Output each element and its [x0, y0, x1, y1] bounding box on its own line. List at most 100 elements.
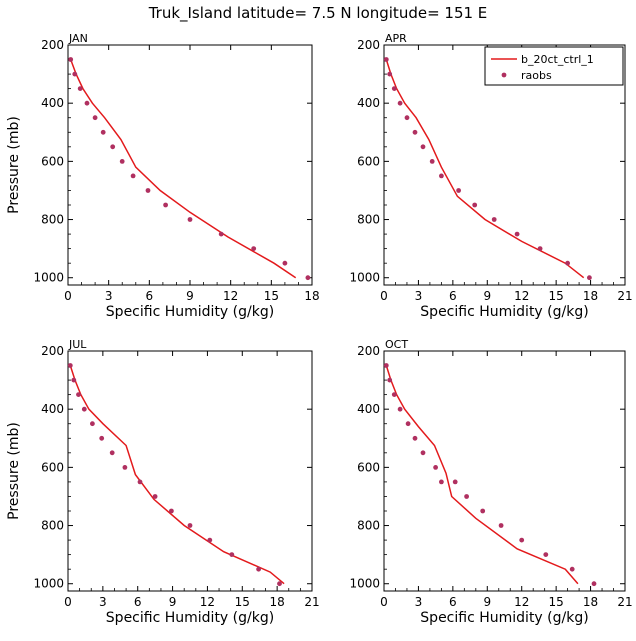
raobs-point: [543, 552, 549, 557]
raobs-point: [110, 144, 116, 150]
raobs-point: [218, 231, 224, 237]
raobs-point: [412, 435, 418, 441]
raobs-point: [207, 537, 213, 543]
y-tick-label: 600: [357, 460, 380, 474]
legend-obs-swatch: [501, 72, 507, 78]
raobs-point: [67, 363, 73, 368]
panel-apr: APR 0 3 6 9 12 15 18 21 200 400 600 800 1000 Specific …: [349, 32, 632, 320]
x-tick-label: 0: [64, 595, 72, 609]
model-line-jul: [69, 365, 285, 585]
raobs-point: [565, 260, 570, 266]
raobs-point: [76, 392, 81, 397]
raobs-point: [405, 421, 411, 427]
x-tick-label: 9: [483, 595, 491, 609]
raobs-point: [429, 159, 435, 164]
raobs-point: [109, 450, 115, 456]
panel-label-oct: OCT: [385, 338, 408, 351]
raobs-point: [277, 581, 282, 587]
x-tick-label: 21: [617, 595, 632, 609]
model-line-apr: [385, 59, 585, 279]
raobs-point: [163, 202, 169, 208]
x-tick-label: 9: [483, 289, 491, 303]
y-tick-label: 200: [41, 344, 64, 358]
raobs-point: [152, 494, 158, 499]
y-tick-label: 600: [357, 154, 380, 168]
x-tick-label: 18: [304, 289, 319, 303]
raobs-point: [439, 173, 444, 179]
y-axis-label: Pressure (mb): [6, 116, 22, 214]
figure-title: Truk_Island latitude= 7.5 N longitude= 1…: [148, 4, 488, 23]
raobs-point: [472, 202, 478, 208]
x-tick-label: 18: [583, 595, 598, 609]
y-tick-label: 1000: [33, 271, 64, 285]
raobs-point: [383, 363, 389, 368]
x-axis-label: Specific Humidity (g/kg): [106, 304, 274, 320]
raobs-point: [420, 450, 426, 456]
x-tick-label: 3: [415, 289, 423, 303]
raobs-point: [383, 57, 389, 62]
raobs-point: [391, 86, 397, 91]
raobs-point: [71, 377, 77, 383]
raobs-point: [387, 377, 393, 383]
panel-oct: OCT 0 3 6 9 12 15 18 21 200 400 600 800 1000 Specific …: [349, 338, 632, 626]
x-tick-label: 15: [549, 289, 564, 303]
x-tick-label: 15: [264, 289, 279, 303]
x-tick-label: 6: [134, 595, 142, 609]
raobs-point: [256, 566, 261, 572]
legend-model-label: b_20ct_ctrl_1: [521, 53, 594, 66]
y-tick-label: 800: [357, 213, 380, 227]
x-tick-label: 12: [514, 595, 529, 609]
panel-label-jul: JUL: [68, 338, 87, 351]
raobs-point: [397, 100, 403, 106]
raobs-point: [452, 479, 458, 485]
x-axis-label: Specific Humidity (g/kg): [420, 610, 588, 626]
raobs-point: [412, 129, 418, 135]
raobs-point: [68, 57, 74, 62]
panels: JAN 0 3 6 9 12 15 18 200 400 600 800 1000 Specific Hu…: [6, 32, 633, 626]
raobs-point: [591, 581, 597, 587]
raobs-point: [514, 231, 520, 237]
x-tick-label: 3: [415, 595, 423, 609]
raobs-point: [99, 435, 105, 441]
raobs-point: [145, 188, 151, 193]
raobs-point: [92, 115, 98, 121]
y-tick-label: 400: [357, 96, 380, 110]
y-tick-label: 600: [41, 154, 64, 168]
raobs-point: [119, 159, 125, 164]
raobs-point: [137, 479, 143, 485]
x-tick-label: 21: [304, 595, 319, 609]
raobs-point: [537, 246, 543, 252]
raobs-point: [187, 523, 193, 528]
y-axis-label: Pressure (mb): [6, 422, 22, 520]
model-line-jan: [69, 59, 297, 279]
raobs-point: [282, 260, 288, 266]
x-axis-label: Specific Humidity (g/kg): [420, 304, 588, 320]
legend-obs-label: raobs: [521, 69, 552, 82]
raobs-point: [464, 494, 469, 499]
panel-label-apr: APR: [385, 32, 407, 45]
y-tick-label: 1000: [349, 577, 380, 591]
x-tick-label: 6: [146, 289, 154, 303]
x-tick-label: 18: [583, 289, 598, 303]
raobs-point: [122, 465, 128, 470]
y-tick-label: 200: [357, 38, 380, 52]
y-tick-label: 400: [357, 402, 380, 416]
raobs-point: [77, 86, 83, 91]
raobs-point: [81, 406, 87, 412]
x-tick-label: 3: [99, 595, 107, 609]
x-tick-label: 6: [449, 595, 457, 609]
plot-frame-jul: [67, 350, 313, 592]
plot-frame-apr: [383, 44, 626, 286]
x-axis-label: Specific Humidity (g/kg): [106, 610, 274, 626]
x-tick-label: 15: [549, 595, 564, 609]
panel-label-jan: JAN: [68, 32, 88, 45]
y-tick-label: 800: [41, 213, 64, 227]
x-tick-label: 0: [380, 289, 388, 303]
raobs-point: [420, 144, 426, 150]
raobs-point: [433, 465, 438, 470]
panel-jan: JAN 0 3 6 9 12 15 18 200 400 600 800 1000 Specific Hu…: [6, 32, 320, 320]
raobs-point: [90, 421, 95, 427]
legend-box: [484, 46, 624, 86]
x-tick-label: 12: [223, 289, 238, 303]
